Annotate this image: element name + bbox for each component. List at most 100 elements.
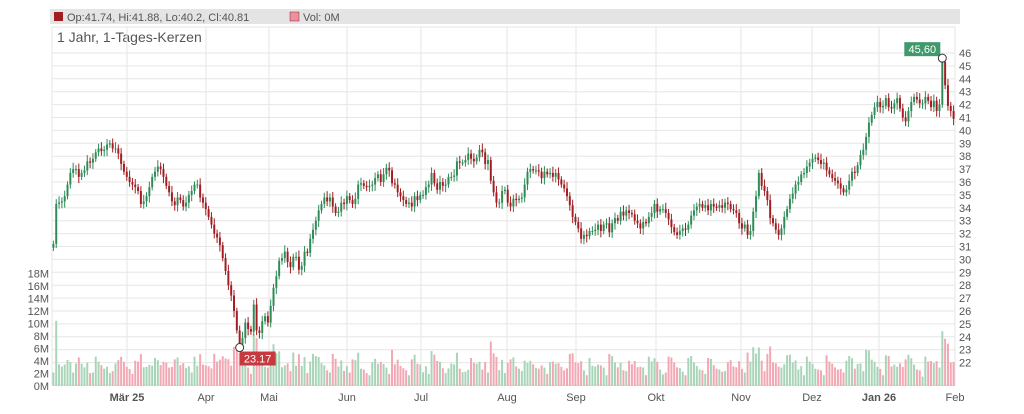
candle-body <box>340 202 343 212</box>
candle-body <box>94 152 97 159</box>
volume-bar <box>611 356 614 386</box>
volume-bar <box>444 373 447 386</box>
volume-bar <box>526 362 529 386</box>
candle-body <box>664 209 667 213</box>
volume-tick-label: 12M <box>28 306 49 318</box>
volume-bar <box>210 368 213 386</box>
candle-body <box>266 316 269 323</box>
time-tick-label: Jul <box>414 392 428 404</box>
candle-body <box>687 224 690 230</box>
volume-bar <box>580 361 583 386</box>
candle-body <box>69 172 72 185</box>
volume-bar <box>605 375 608 386</box>
candle-body <box>478 149 481 158</box>
candle-body <box>111 143 114 149</box>
candle-body <box>201 197 204 203</box>
volume-bar <box>433 354 436 386</box>
volume-bar <box>382 364 385 386</box>
volume-bar <box>901 367 904 386</box>
candle-body <box>695 206 698 211</box>
candle-body <box>91 158 94 163</box>
price-tick-label: 43 <box>959 87 971 99</box>
volume-bar <box>712 365 715 386</box>
volume-bar <box>772 362 774 386</box>
candle-body <box>391 170 394 184</box>
candle-body <box>554 172 557 177</box>
volume-bar <box>297 354 300 386</box>
volume-bar <box>738 361 741 386</box>
candle-body <box>921 103 924 105</box>
candle-body <box>376 174 379 179</box>
candle-body <box>103 149 106 152</box>
volume-bar <box>393 364 396 386</box>
candle-body <box>139 191 142 204</box>
candle-body <box>489 160 492 181</box>
volume-tick-label: 14M <box>28 294 49 306</box>
volume-bar <box>893 364 896 386</box>
candle-body <box>360 183 362 185</box>
candle-body <box>142 201 145 204</box>
volume-bar <box>670 357 673 386</box>
candle-body <box>334 206 337 213</box>
candle-body <box>650 212 653 217</box>
volume-bar <box>647 356 650 386</box>
volume-bar <box>241 363 244 386</box>
volume-bar <box>402 368 405 386</box>
volume-bar <box>351 359 354 386</box>
volume-bar <box>884 355 887 386</box>
volume-tick-label: 6M <box>34 344 49 356</box>
volume-bar <box>427 373 430 386</box>
candle-body <box>337 211 340 213</box>
volume-bar <box>582 370 585 386</box>
volume-tick-label: 2M <box>34 369 49 381</box>
candle-body <box>343 202 346 204</box>
volume-bar <box>185 368 188 386</box>
candle-body <box>673 227 676 233</box>
volume-bar <box>577 363 580 386</box>
candle-body <box>746 224 749 235</box>
volume-bar <box>286 363 289 386</box>
candle-body <box>165 176 168 186</box>
volume-bar <box>348 372 351 386</box>
candle-body <box>718 205 721 208</box>
volume-bar <box>845 360 848 386</box>
candle-body <box>345 196 348 204</box>
volume-bar <box>667 356 670 386</box>
volume-bar <box>907 354 910 386</box>
volume-bar <box>551 361 554 386</box>
candle-body <box>472 158 475 162</box>
candle-body <box>117 148 120 154</box>
volume-bar <box>890 366 893 386</box>
candle-body <box>534 170 537 172</box>
volume-bar <box>800 366 803 386</box>
volume-bar <box>495 356 498 386</box>
candle-body <box>227 271 230 286</box>
candle-body <box>89 161 92 163</box>
volume-bar <box>791 362 794 386</box>
volume-bar <box>80 363 83 386</box>
candle-body <box>670 219 673 228</box>
candle-body <box>647 216 650 224</box>
volume-bar <box>913 364 916 386</box>
candle-body <box>613 218 616 224</box>
volume-bar <box>512 357 515 386</box>
volume-bar <box>924 356 927 386</box>
candle-body <box>261 321 264 333</box>
candle-body <box>898 98 901 109</box>
volume-bar <box>921 376 924 386</box>
volume-bar <box>320 363 323 386</box>
volume-bar <box>687 358 690 386</box>
price-tick-label: 42 <box>959 100 971 112</box>
ohlc-legend-swatch-icon <box>54 12 63 21</box>
volume-bar <box>608 353 611 386</box>
volume-bar <box>145 366 148 386</box>
volume-bar <box>817 369 820 386</box>
candle-body <box>492 180 495 193</box>
volume-bar <box>258 365 261 386</box>
low-label-text: 23.17 <box>244 354 272 366</box>
time-tick-label: Nov <box>731 392 751 404</box>
candle-body <box>328 197 331 202</box>
candle-body <box>55 203 58 244</box>
volume-bar <box>746 352 749 386</box>
candle-body <box>715 206 718 208</box>
